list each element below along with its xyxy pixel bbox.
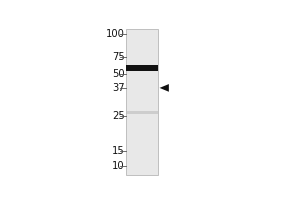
Text: 10: 10 [112, 161, 125, 171]
Bar [126, 111, 158, 114]
Text: 75: 75 [112, 52, 125, 62]
Text: 15: 15 [112, 146, 125, 156]
Text: 100: 100 [106, 29, 125, 39]
Text: 25: 25 [112, 111, 125, 121]
Bar [126, 29, 158, 175]
Bar [126, 65, 158, 71]
Text: 37: 37 [112, 83, 125, 93]
Text: 50: 50 [112, 69, 125, 79]
Polygon shape [160, 84, 169, 92]
